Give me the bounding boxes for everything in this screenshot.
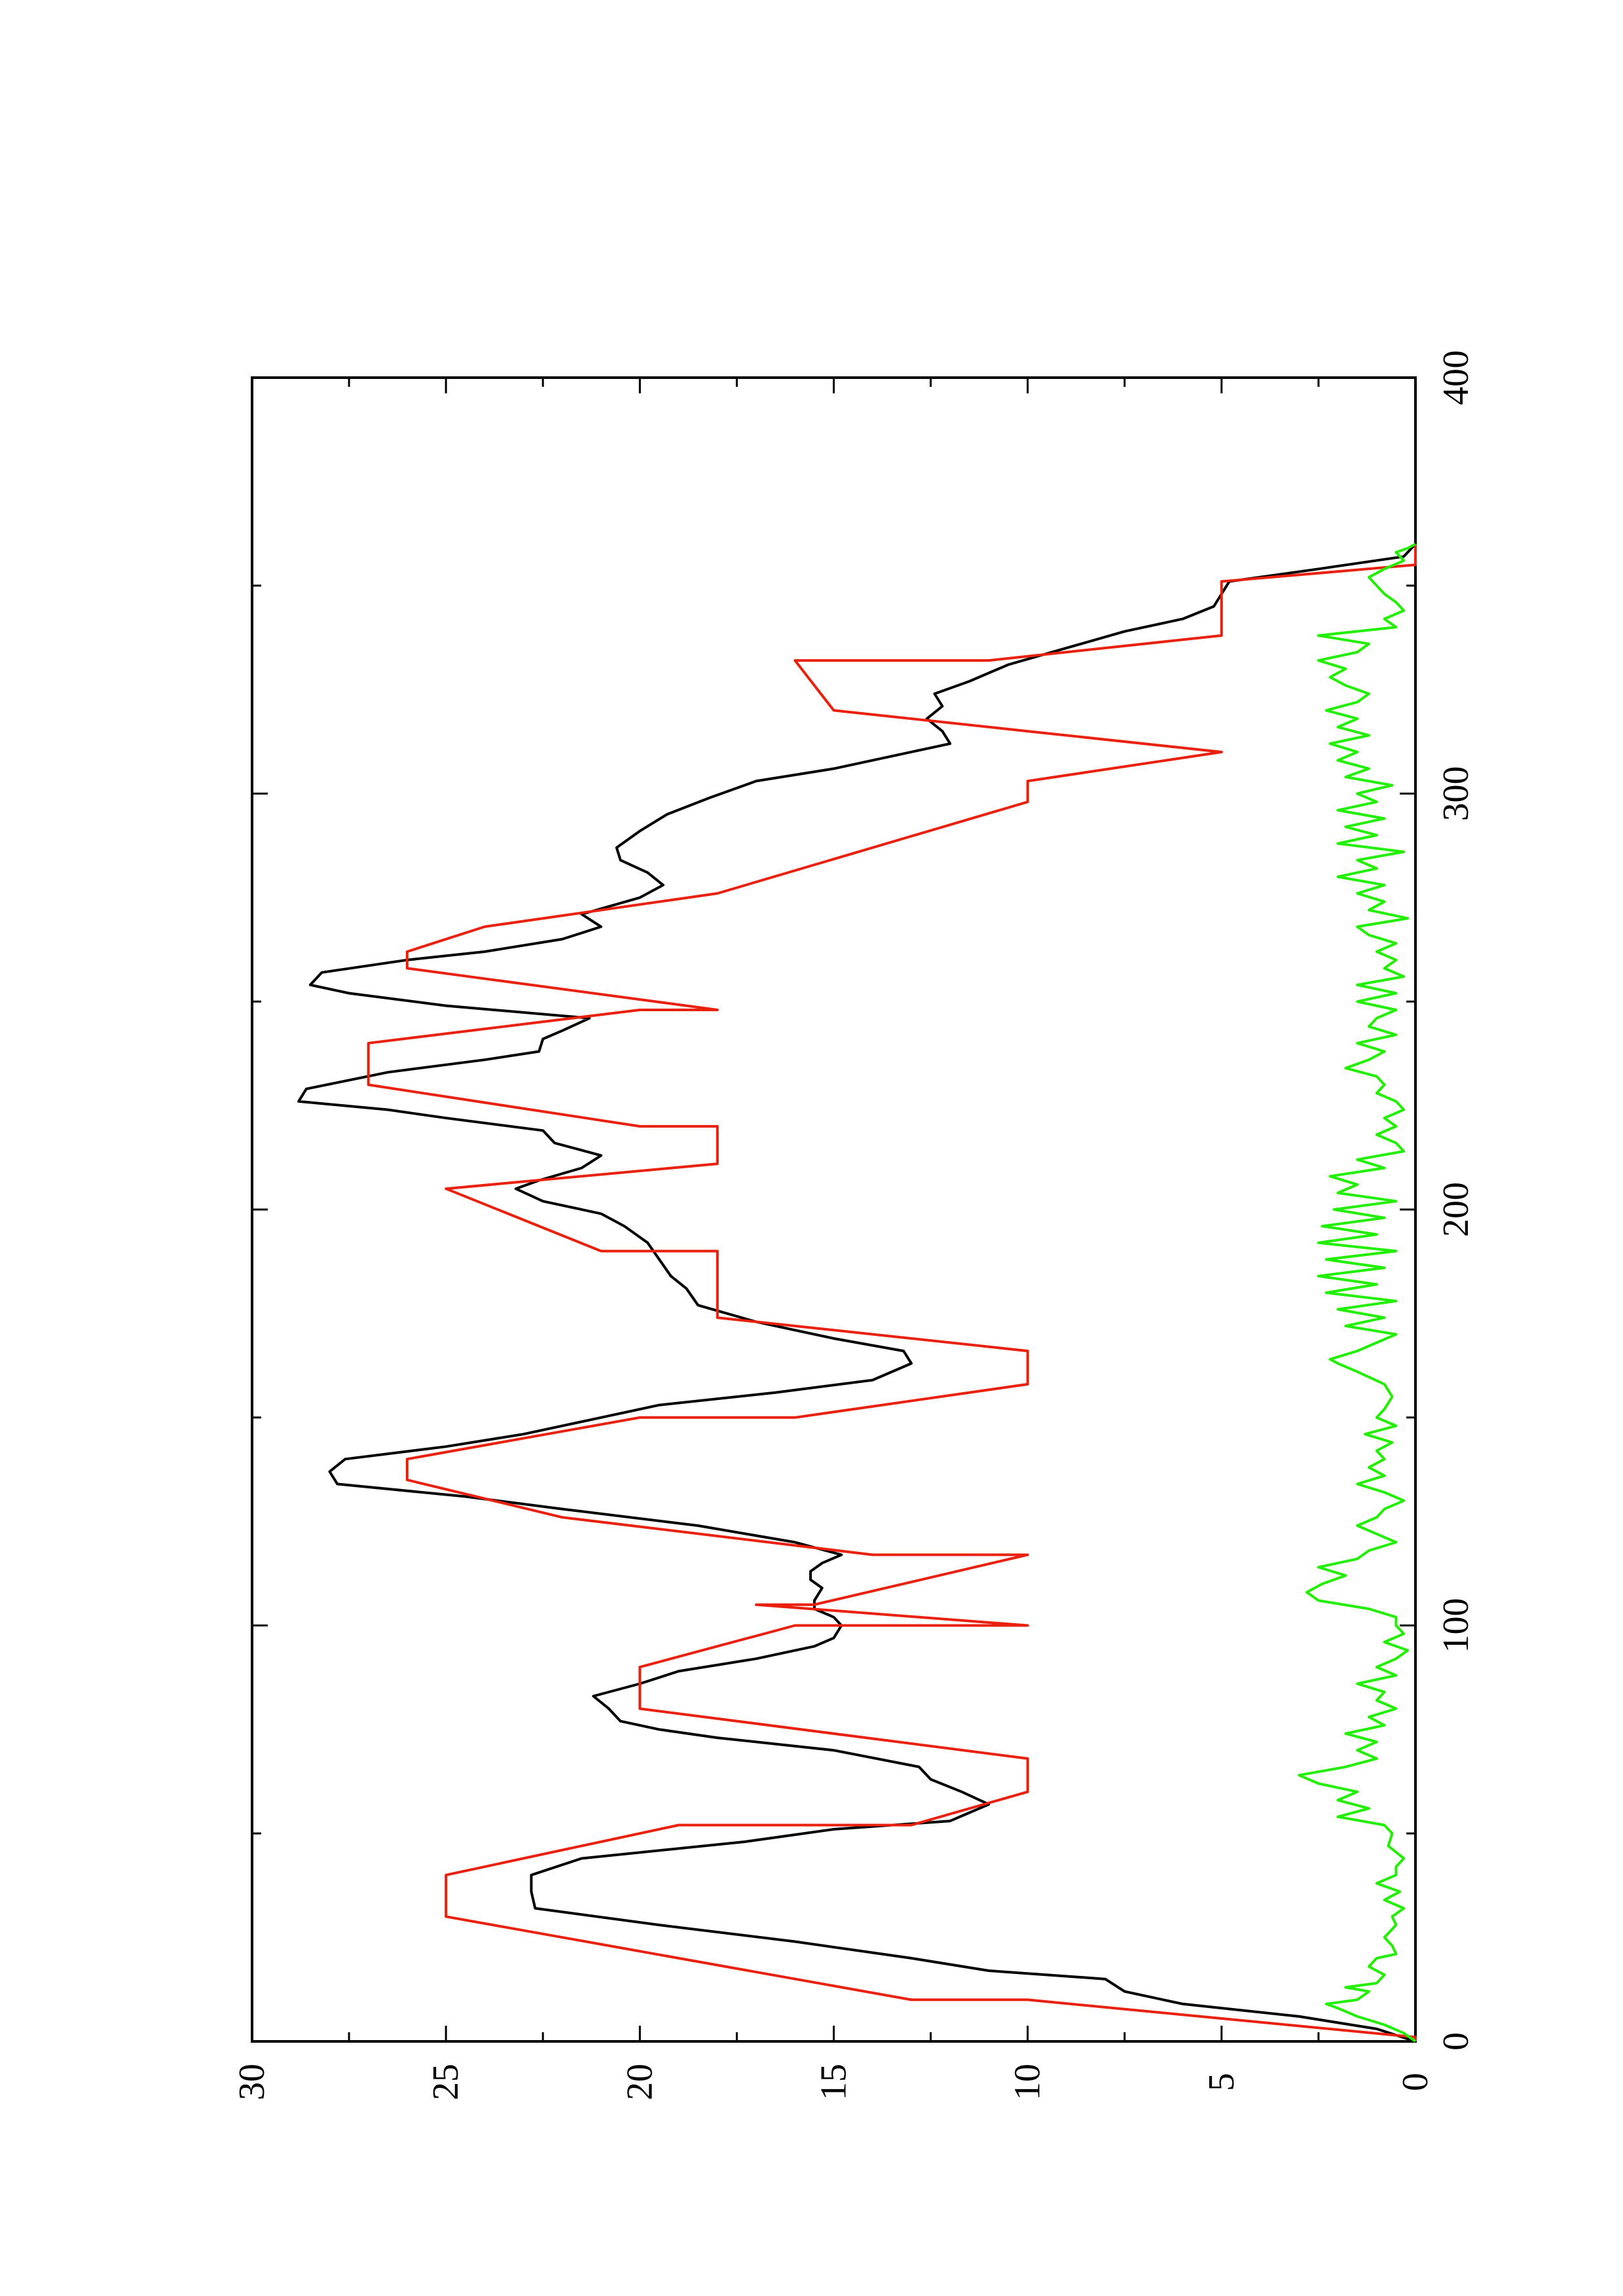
y-tick-label: 15	[814, 2064, 854, 2100]
x-tick-label: 200	[1436, 1182, 1476, 1237]
series-line-1	[297, 543, 1417, 2043]
y-tick-label: 20	[619, 2064, 660, 2100]
x-tick-label: 0	[1436, 2032, 1476, 2051]
y-tick-label: 30	[232, 2064, 272, 2100]
series-line-3	[1298, 543, 1417, 2043]
y-tick-label: 0	[1395, 2073, 1436, 2091]
plot-frame	[251, 376, 1417, 2043]
x-tick-label: 400	[1436, 350, 1476, 405]
y-tick-label: 5	[1201, 2073, 1242, 2091]
series-line-2	[367, 544, 1417, 2041]
y-tick-label: 25	[426, 2064, 466, 2100]
y-tick-label: 10	[1008, 2064, 1048, 2100]
x-tick-label: 300	[1436, 766, 1476, 821]
axis-ticks	[251, 376, 1417, 2043]
series-lines	[297, 543, 1417, 2043]
tick-labels: 0 100 200 300 400 0 5 10 15 20 25 30	[232, 350, 1476, 2100]
x-tick-label: 100	[1436, 1598, 1476, 1653]
